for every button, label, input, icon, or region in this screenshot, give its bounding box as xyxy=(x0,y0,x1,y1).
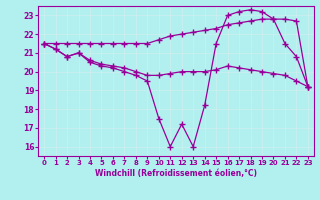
X-axis label: Windchill (Refroidissement éolien,°C): Windchill (Refroidissement éolien,°C) xyxy=(95,169,257,178)
